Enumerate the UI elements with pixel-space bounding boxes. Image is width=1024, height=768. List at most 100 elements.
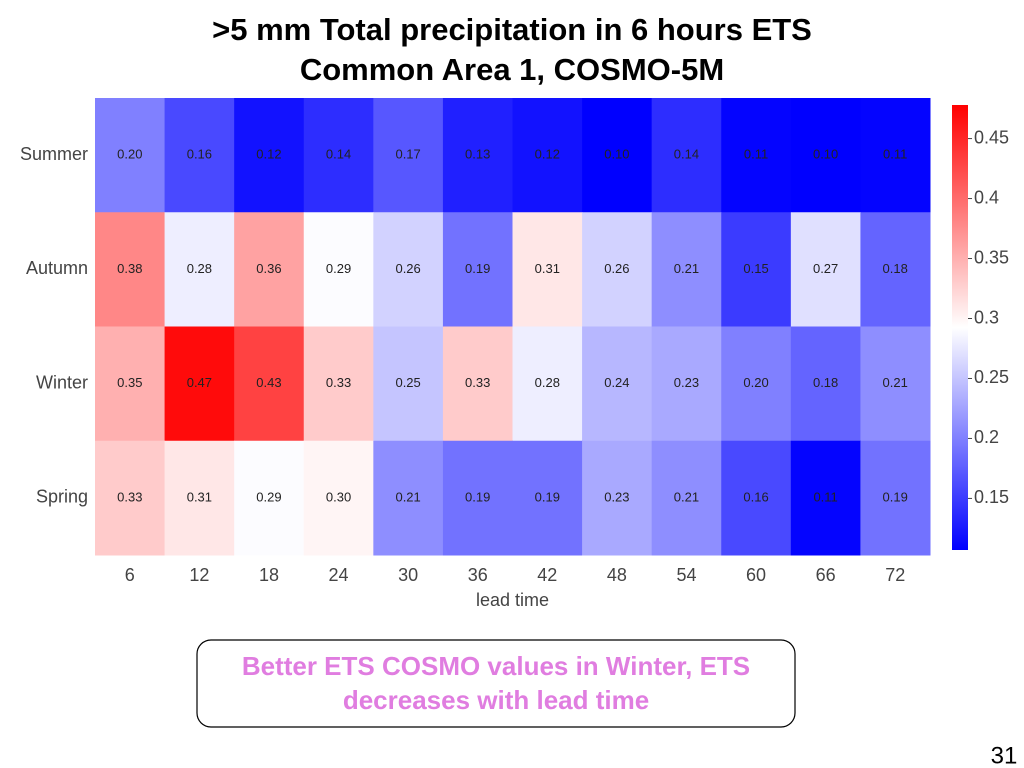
cell-label: 0.14 [674, 147, 699, 162]
cell-label: 0.21 [883, 375, 908, 390]
row-label: Summer [20, 144, 88, 164]
cell [651, 440, 722, 556]
x-tick-label: 6 [125, 565, 135, 585]
cell [442, 212, 513, 327]
cell-label: 0.11 [883, 147, 907, 162]
cell-label: 0.24 [604, 375, 629, 390]
cell [860, 440, 931, 556]
cell [582, 98, 653, 213]
x-tick-label: 42 [537, 565, 557, 585]
colorbar-tick-label: 0.2 [974, 427, 999, 447]
colorbar-tick-label: 0.3 [974, 307, 999, 327]
colorbar-tick-label: 0.45 [974, 127, 1009, 147]
x-tick-label: 18 [259, 565, 279, 585]
cell-label: 0.43 [256, 375, 281, 390]
cell-label: 0.12 [535, 147, 560, 162]
cell [721, 212, 792, 327]
cell-label: 0.33 [465, 375, 490, 390]
title: >5 mm Total precipitation in 6 hours ETS [212, 12, 812, 47]
cell [860, 326, 931, 442]
cell-label: 0.13 [465, 147, 490, 162]
cell [303, 212, 374, 327]
cell-label: 0.29 [326, 261, 351, 276]
cell [303, 440, 374, 556]
cell [95, 98, 166, 213]
cell [303, 98, 374, 213]
cell-label: 0.21 [395, 489, 420, 504]
colorbar-tick-label: 0.25 [974, 367, 1009, 387]
cell [373, 440, 444, 556]
cell [95, 212, 166, 327]
cell-label: 0.33 [326, 375, 351, 390]
cell-label: 0.11 [744, 147, 768, 162]
x-tick-label: 48 [607, 565, 627, 585]
cell [512, 98, 583, 213]
cell [442, 326, 513, 442]
cell-label: 0.11 [813, 489, 837, 504]
cell [790, 440, 861, 556]
cell [721, 326, 792, 442]
row-label: Winter [36, 372, 88, 392]
cell [95, 326, 166, 442]
cell-label: 0.36 [256, 261, 281, 276]
colorbar-tick-label: 0.15 [974, 487, 1009, 507]
cell-label: 0.18 [883, 261, 908, 276]
cell [373, 98, 444, 213]
cell-label: 0.35 [117, 375, 142, 390]
cell [582, 212, 653, 327]
cell-label: 0.27 [813, 261, 838, 276]
x-tick-label: 12 [189, 565, 209, 585]
cell-label: 0.12 [256, 147, 281, 162]
x-tick-label: 30 [398, 565, 418, 585]
cell-label: 0.15 [743, 261, 768, 276]
cell [790, 98, 861, 213]
cell [373, 326, 444, 442]
cell [512, 212, 583, 327]
cell [234, 326, 305, 442]
cell [95, 440, 166, 556]
cell [860, 212, 931, 327]
cell-label: 0.26 [395, 261, 420, 276]
cell [721, 440, 792, 556]
cell-label: 0.33 [117, 489, 142, 504]
cell [651, 326, 722, 442]
cell-label: 0.29 [256, 489, 281, 504]
cell [651, 98, 722, 213]
cell [164, 440, 235, 556]
colorbar [952, 105, 968, 550]
cell [582, 326, 653, 442]
x-tick-label: 24 [329, 565, 349, 585]
cell [442, 440, 513, 556]
cell [164, 212, 235, 327]
page-number: 31 [991, 742, 1018, 768]
cell-label: 0.25 [395, 375, 420, 390]
row-label: Autumn [26, 258, 88, 278]
cell-label: 0.20 [117, 147, 142, 162]
cell [373, 212, 444, 327]
cell-label: 0.14 [326, 147, 351, 162]
x-tick-label: 36 [468, 565, 488, 585]
cell-label: 0.30 [326, 489, 351, 504]
cell [234, 212, 305, 327]
cell-label: 0.26 [604, 261, 629, 276]
note: Better ETS COSMO values in Winter, ETS [242, 651, 750, 681]
cell-label: 0.10 [813, 147, 838, 162]
cell-label: 0.19 [883, 489, 908, 504]
cell-label: 0.38 [117, 261, 142, 276]
cell-label: 0.20 [743, 375, 768, 390]
x-axis-label: lead time [476, 590, 549, 610]
cell [234, 98, 305, 213]
cell [303, 326, 374, 442]
colorbar-tick-label: 0.35 [974, 247, 1009, 267]
title: Common Area 1, COSMO-5M [300, 52, 724, 87]
cell [721, 98, 792, 213]
cell-label: 0.28 [535, 375, 560, 390]
cell [234, 440, 305, 556]
cell [790, 326, 861, 442]
cell-label: 0.17 [395, 147, 420, 162]
x-tick-label: 54 [676, 565, 696, 585]
cell-label: 0.31 [535, 261, 560, 276]
cell [790, 212, 861, 327]
cell [512, 440, 583, 556]
x-tick-label: 72 [885, 565, 905, 585]
